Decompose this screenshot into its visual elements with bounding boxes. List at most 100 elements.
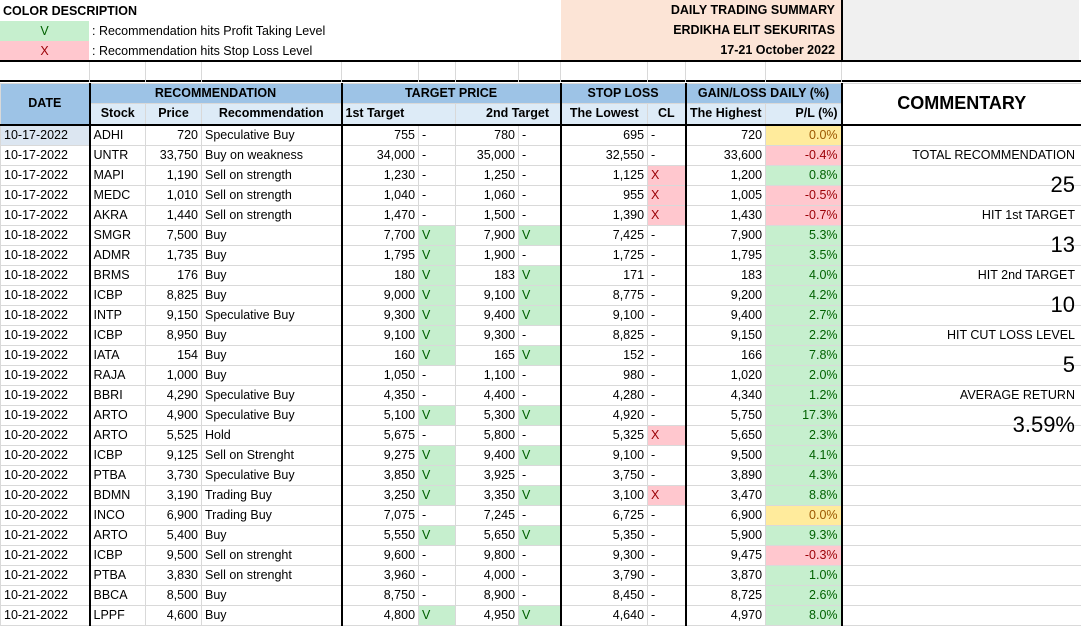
row-recommendation[interactable]: Hold — [202, 425, 342, 445]
row-second-target-hit[interactable]: V — [519, 605, 561, 625]
row-second-target[interactable]: 9,400 — [456, 305, 519, 325]
row-first-target[interactable]: 1,050 — [342, 365, 419, 385]
row-date[interactable]: 10-20-2022 — [1, 425, 90, 445]
row-recommendation[interactable]: Buy — [202, 325, 342, 345]
row-lowest[interactable]: 171 — [561, 265, 648, 285]
row-highest[interactable]: 5,900 — [686, 525, 766, 545]
row-lowest[interactable]: 9,100 — [561, 305, 648, 325]
row-pl[interactable]: 8.0% — [766, 605, 842, 625]
row-date[interactable]: 10-21-2022 — [1, 565, 90, 585]
row-price[interactable]: 1,735 — [146, 245, 202, 265]
row-cutloss-hit[interactable]: - — [648, 325, 686, 345]
row-date[interactable]: 10-18-2022 — [1, 245, 90, 265]
row-recommendation[interactable]: Speculative Buy — [202, 305, 342, 325]
row-second-target[interactable]: 4,950 — [456, 605, 519, 625]
row-recommendation[interactable]: Sell on strength — [202, 205, 342, 225]
row-cutloss-hit[interactable]: X — [648, 205, 686, 225]
row-first-target-hit[interactable]: V — [419, 345, 456, 365]
row-first-target-hit[interactable]: V — [419, 325, 456, 345]
row-price[interactable]: 33,750 — [146, 145, 202, 165]
row-cutloss-hit[interactable]: - — [648, 545, 686, 565]
row-lowest[interactable]: 1,725 — [561, 245, 648, 265]
row-pl[interactable]: 3.5% — [766, 245, 842, 265]
row-first-target-hit[interactable]: - — [419, 365, 456, 385]
row-first-target[interactable]: 7,075 — [342, 505, 419, 525]
row-first-target[interactable]: 5,675 — [342, 425, 419, 445]
row-stock[interactable]: BBCA — [90, 585, 146, 605]
row-highest[interactable]: 166 — [686, 345, 766, 365]
row-price[interactable]: 8,825 — [146, 285, 202, 305]
row-price[interactable]: 176 — [146, 265, 202, 285]
row-stock[interactable]: PTBA — [90, 465, 146, 485]
row-price[interactable]: 5,400 — [146, 525, 202, 545]
row-first-target[interactable]: 3,850 — [342, 465, 419, 485]
row-date[interactable]: 10-17-2022 — [1, 125, 90, 146]
row-second-target-hit[interactable]: V — [519, 485, 561, 505]
row-pl[interactable]: -0.7% — [766, 205, 842, 225]
row-recommendation[interactable]: Trading Buy — [202, 505, 342, 525]
row-first-target-hit[interactable]: V — [419, 445, 456, 465]
row-first-target-hit[interactable]: - — [419, 125, 456, 146]
row-stock[interactable]: ARTO — [90, 425, 146, 445]
row-second-target-hit[interactable]: - — [519, 425, 561, 445]
row-first-target[interactable]: 3,250 — [342, 485, 419, 505]
row-recommendation[interactable]: Buy — [202, 365, 342, 385]
row-first-target[interactable]: 4,800 — [342, 605, 419, 625]
row-first-target[interactable]: 1,040 — [342, 185, 419, 205]
row-recommendation[interactable]: Speculative Buy — [202, 125, 342, 146]
row-first-target[interactable]: 7,700 — [342, 225, 419, 245]
row-cutloss-hit[interactable]: - — [648, 445, 686, 465]
row-price[interactable]: 9,150 — [146, 305, 202, 325]
row-stock[interactable]: ICBP — [90, 445, 146, 465]
row-first-target-hit[interactable]: V — [419, 285, 456, 305]
row-lowest[interactable]: 1,125 — [561, 165, 648, 185]
row-cutloss-hit[interactable]: - — [648, 605, 686, 625]
row-first-target[interactable]: 5,550 — [342, 525, 419, 545]
row-date[interactable]: 10-19-2022 — [1, 325, 90, 345]
row-lowest[interactable]: 4,280 — [561, 385, 648, 405]
row-second-target[interactable]: 3,350 — [456, 485, 519, 505]
row-first-target-hit[interactable]: - — [419, 505, 456, 525]
row-stock[interactable]: ARTO — [90, 405, 146, 425]
row-second-target-hit[interactable]: - — [519, 585, 561, 605]
row-stock[interactable]: AKRA — [90, 205, 146, 225]
row-stock[interactable]: INTP — [90, 305, 146, 325]
row-highest[interactable]: 5,650 — [686, 425, 766, 445]
row-highest[interactable]: 1,200 — [686, 165, 766, 185]
row-price[interactable]: 1,190 — [146, 165, 202, 185]
row-first-target-hit[interactable]: - — [419, 185, 456, 205]
row-pl[interactable]: 9.3% — [766, 525, 842, 545]
row-lowest[interactable]: 4,920 — [561, 405, 648, 425]
row-cutloss-hit[interactable]: - — [648, 345, 686, 365]
row-stock[interactable]: LPPF — [90, 605, 146, 625]
row-lowest[interactable]: 9,300 — [561, 545, 648, 565]
row-stock[interactable]: SMGR — [90, 225, 146, 245]
row-highest[interactable]: 8,725 — [686, 585, 766, 605]
row-pl[interactable]: 4.1% — [766, 445, 842, 465]
row-first-target[interactable]: 3,960 — [342, 565, 419, 585]
row-second-target[interactable]: 9,300 — [456, 325, 519, 345]
row-second-target[interactable]: 1,060 — [456, 185, 519, 205]
row-stock[interactable]: PTBA — [90, 565, 146, 585]
row-lowest[interactable]: 8,450 — [561, 585, 648, 605]
row-pl[interactable]: 2.0% — [766, 365, 842, 385]
row-recommendation[interactable]: Speculative Buy — [202, 385, 342, 405]
row-cutloss-hit[interactable]: - — [648, 225, 686, 245]
row-cutloss-hit[interactable]: - — [648, 305, 686, 325]
row-cutloss-hit[interactable]: - — [648, 245, 686, 265]
row-second-target[interactable]: 3,925 — [456, 465, 519, 485]
row-highest[interactable]: 183 — [686, 265, 766, 285]
row-first-target[interactable]: 4,350 — [342, 385, 419, 405]
row-second-target-hit[interactable]: - — [519, 385, 561, 405]
row-first-target[interactable]: 9,600 — [342, 545, 419, 565]
row-first-target-hit[interactable]: V — [419, 245, 456, 265]
row-lowest[interactable]: 6,725 — [561, 505, 648, 525]
row-highest[interactable]: 9,150 — [686, 325, 766, 345]
row-recommendation[interactable]: Buy — [202, 345, 342, 365]
row-first-target[interactable]: 1,230 — [342, 165, 419, 185]
row-recommendation[interactable]: Sell on strength — [202, 185, 342, 205]
row-second-target[interactable]: 7,245 — [456, 505, 519, 525]
row-price[interactable]: 3,830 — [146, 565, 202, 585]
row-second-target-hit[interactable]: - — [519, 545, 561, 565]
row-second-target[interactable]: 5,650 — [456, 525, 519, 545]
